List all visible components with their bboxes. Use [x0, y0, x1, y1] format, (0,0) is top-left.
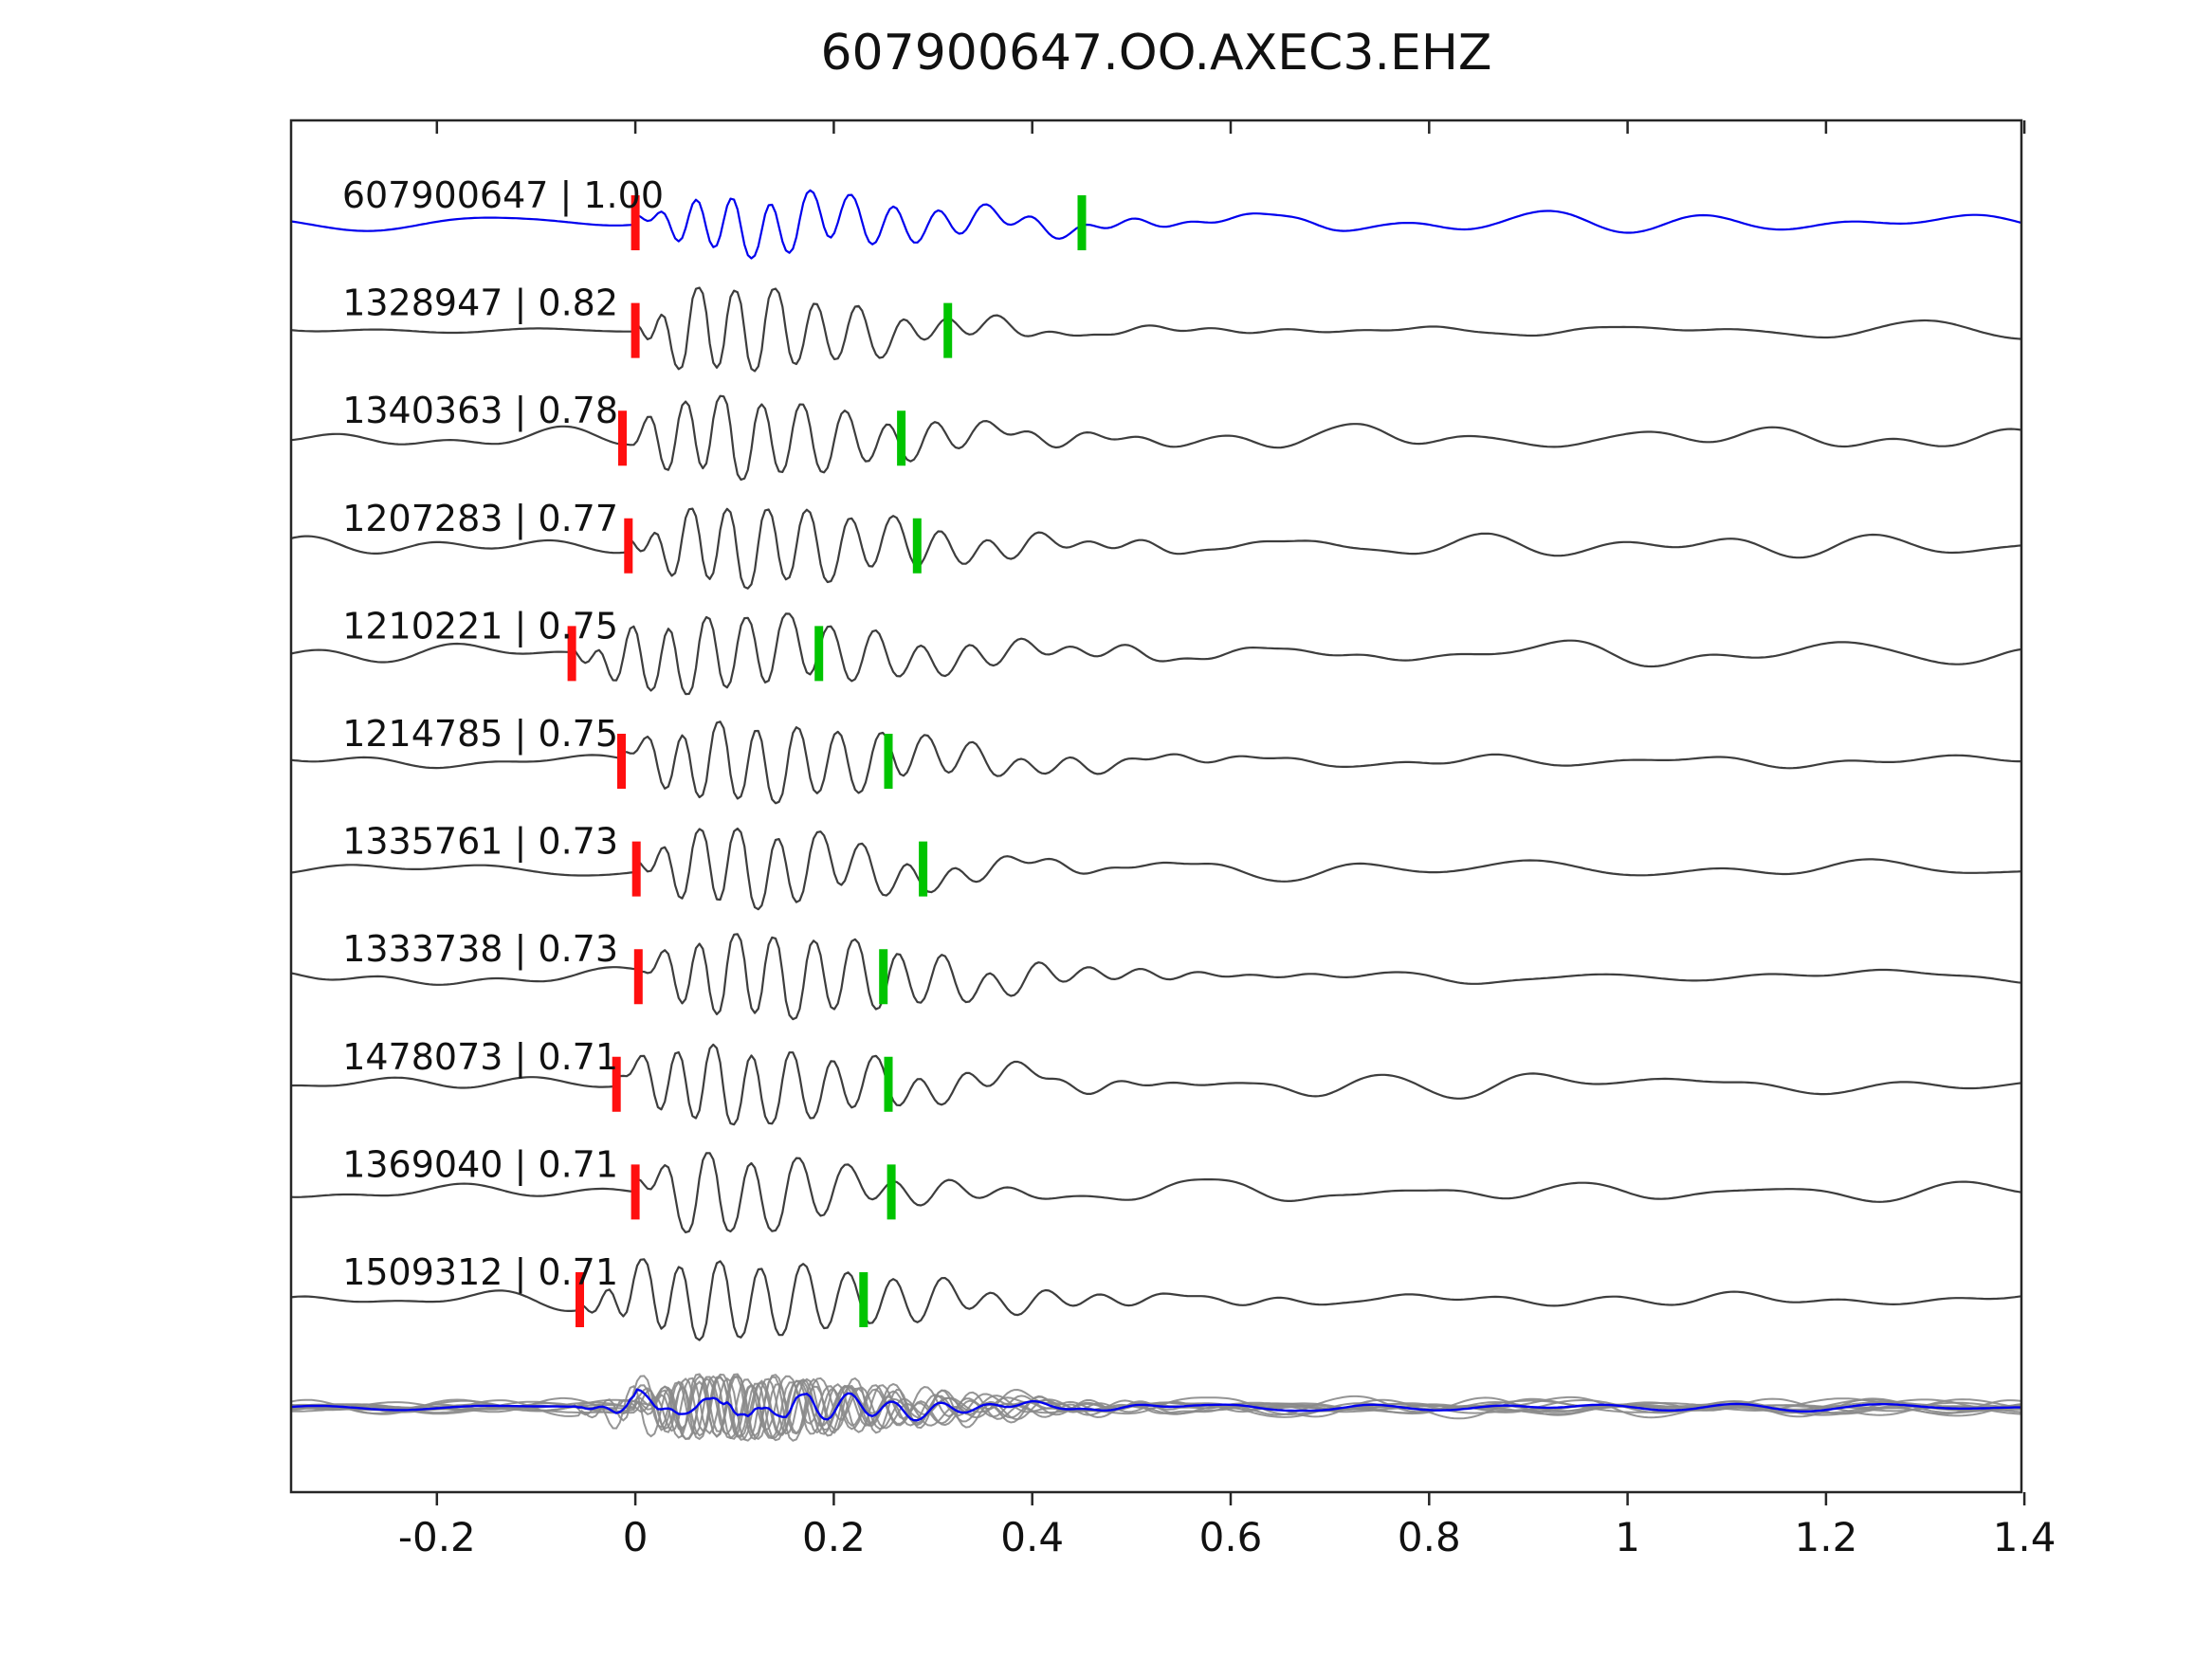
waveform-trace — [290, 827, 2022, 911]
overlay-stack-trace — [290, 1388, 2021, 1422]
x-tick-label: 0 — [623, 1514, 649, 1560]
trace-label: 1210221 | 0.75 — [342, 605, 618, 647]
x-tick-label: 0.6 — [1199, 1514, 1263, 1560]
trace-label: 1369040 | 0.71 — [342, 1143, 618, 1186]
trace-label: 1509312 | 0.71 — [342, 1251, 618, 1294]
overlay-member-trace — [290, 1375, 2022, 1441]
waveform-trace — [290, 394, 2022, 482]
waveform-trace — [290, 189, 2022, 260]
figure-title: 607900647.OO.AXEC3.EHZ — [820, 25, 1492, 82]
x-tick-label: 1.4 — [1993, 1514, 2057, 1560]
waveform-trace — [290, 933, 2022, 1021]
trace-label: 1340363 | 0.78 — [342, 390, 618, 432]
x-tick-label: 0.4 — [1000, 1514, 1064, 1560]
x-tick-label: 0.8 — [1398, 1514, 1461, 1560]
x-tick-label: 1.2 — [1795, 1514, 1858, 1560]
waveform-trace — [290, 720, 2021, 805]
trace-label: 607900647 | 1.00 — [342, 174, 664, 217]
waveform-trace — [290, 286, 2022, 373]
x-tick-label: 1 — [1615, 1514, 1640, 1560]
x-tick-label: -0.2 — [398, 1514, 476, 1560]
trace-label: 1214785 | 0.75 — [342, 713, 618, 756]
x-tick-label: 0.2 — [802, 1514, 866, 1560]
trace-label: 1333738 | 0.73 — [342, 928, 618, 971]
waveform-trace — [290, 1043, 2022, 1126]
waveform-trace — [290, 1152, 2022, 1233]
trace-label: 1328947 | 0.82 — [342, 283, 618, 325]
overlay-member-trace — [290, 1375, 2022, 1440]
plot-frame — [289, 118, 2023, 1494]
trace-label: 1335761 | 0.73 — [342, 821, 618, 864]
waveform-trace — [290, 507, 2022, 590]
trace-label: 1207283 | 0.77 — [342, 498, 618, 540]
waveform-trace — [290, 612, 2022, 696]
trace-label: 1478073 | 0.71 — [342, 1036, 618, 1079]
